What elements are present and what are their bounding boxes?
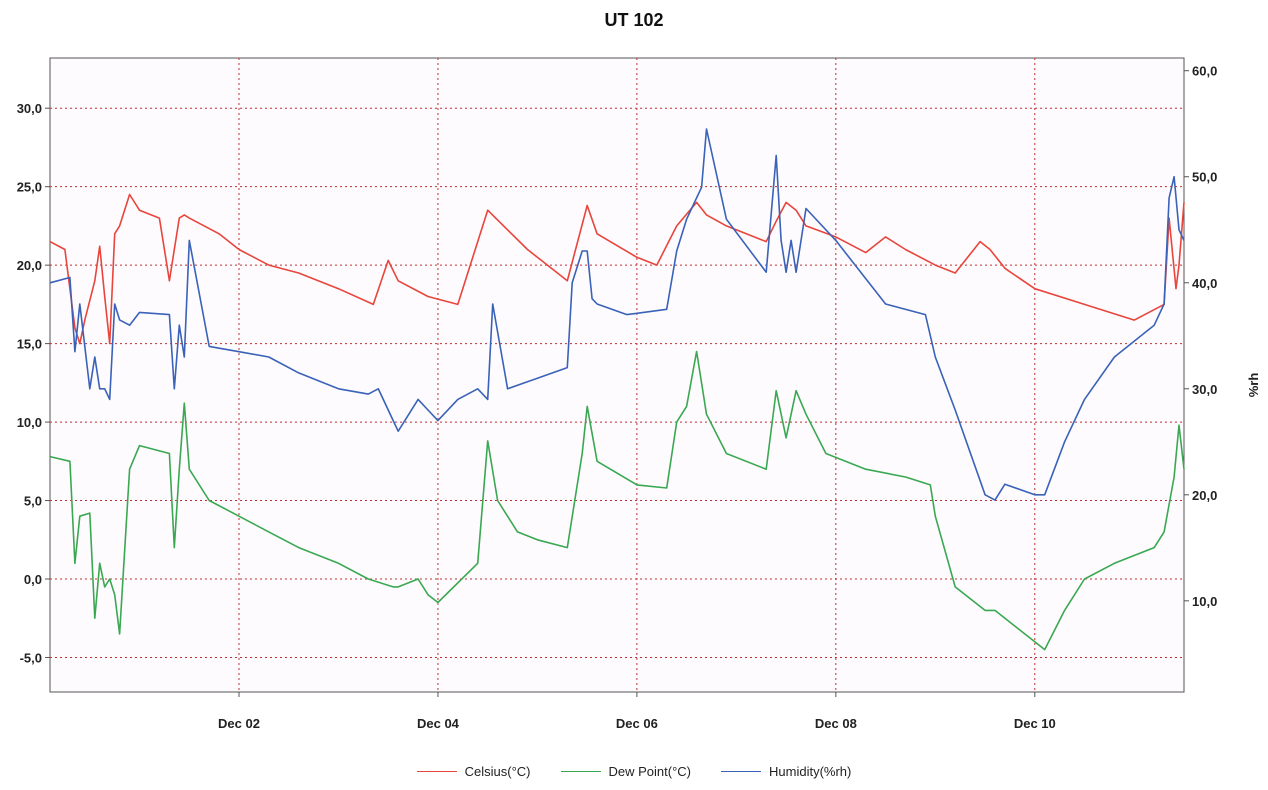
x-tick-label: Dec 04	[417, 716, 460, 731]
legend-label: Humidity(%rh)	[769, 764, 852, 779]
legend-swatch	[560, 771, 601, 772]
legend-item-humidity: Humidity(%rh)	[721, 764, 851, 779]
chart-legend: Celsius(°C) Dew Point(°C) Humidity(%rh)	[0, 764, 1268, 779]
right-tick-label: 40,0	[1192, 276, 1217, 291]
x-tick-label: Dec 06	[616, 716, 658, 731]
left-tick-label: -5,0	[20, 650, 42, 665]
series-line-celsius	[49, 193, 1185, 345]
left-tick-label: 0,0	[24, 572, 42, 587]
left-tick-label: 5,0	[24, 494, 42, 509]
left-tick-label: 20,0	[17, 258, 42, 273]
x-tick-label: Dec 08	[815, 716, 857, 731]
axis-layer: -5,0 0,0 5,0 10,0 15,0 20,0 25,0 30,0 10,0 20,0 30…	[17, 64, 1218, 731]
legend-item-celsius: Celsius(°C)	[416, 764, 531, 779]
left-tick-label: 30,0	[17, 101, 42, 116]
legend-label: Celsius(°C)	[464, 764, 531, 779]
left-tick-label: 10,0	[17, 415, 42, 430]
right-tick-label: 50,0	[1192, 170, 1217, 185]
plot-area	[49, 57, 1185, 693]
chart-title: UT 102	[604, 10, 664, 30]
legend-item-dew-point: Dew Point(°C)	[560, 764, 692, 779]
legend-label: Dew Point(°C)	[608, 764, 692, 779]
right-tick-label: 60,0	[1192, 64, 1217, 79]
right-tick-label: 30,0	[1192, 382, 1217, 397]
right-axis-title: %rh	[1246, 373, 1261, 398]
right-tick-label: 10,0	[1192, 594, 1217, 609]
left-tick-label: 25,0	[17, 180, 42, 195]
x-tick-label: Dec 10	[1014, 716, 1056, 731]
right-tick-label: 20,0	[1192, 488, 1217, 503]
left-tick-label: 15,0	[17, 337, 42, 352]
x-tick-label: Dec 02	[218, 716, 260, 731]
legend-swatch	[721, 771, 762, 772]
legend-swatch	[416, 771, 457, 772]
series-line-humidity	[49, 128, 1185, 501]
series-layer	[49, 128, 1185, 651]
series-line-dew-point	[49, 350, 1185, 651]
